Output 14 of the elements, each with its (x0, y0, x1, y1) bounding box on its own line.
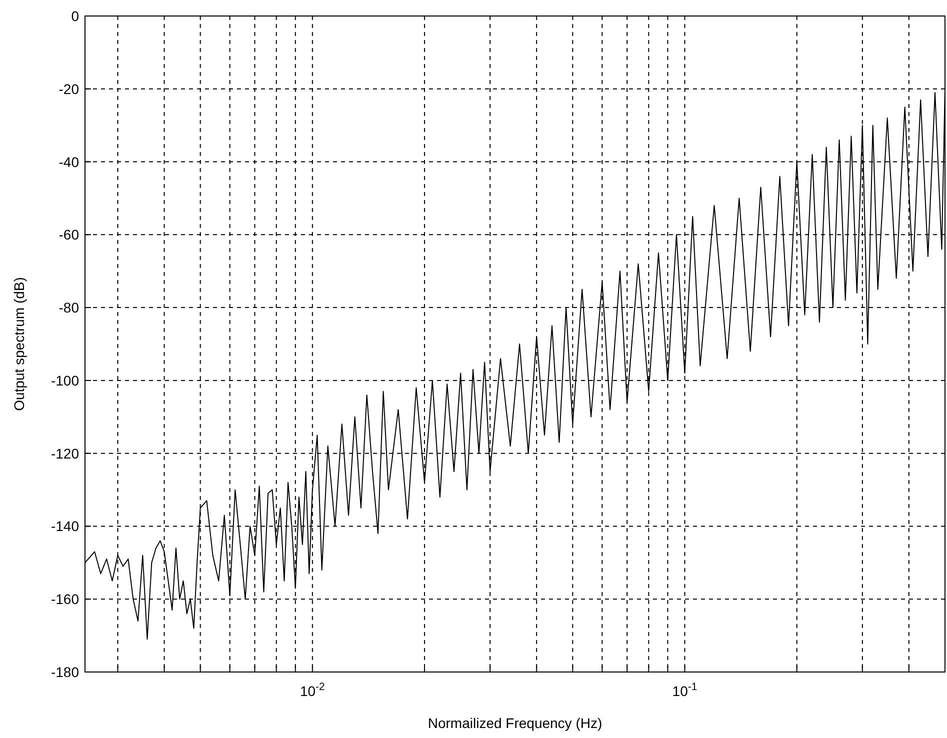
y-tick-label: -120 (50, 445, 80, 462)
y-axis-title: Output spectrum (dB) (11, 277, 27, 411)
y-tick-label: -80 (58, 300, 80, 316)
x-tick-label: 10$^{-2}$ (300, 681, 326, 699)
y-tick-label: -160 (50, 591, 80, 608)
y-tick-label: -20 (58, 80, 80, 97)
y-tick-label: -100 (50, 372, 80, 388)
x-tick-label: 10$^{-1}$ (672, 681, 698, 699)
y-tick-label: -60 (58, 226, 80, 243)
y-tick-label: -140 (50, 518, 80, 534)
y-tick-label: -180 (50, 664, 80, 680)
y-tick-label: -40 (58, 154, 80, 170)
y-tick-label: 0 (71, 8, 80, 24)
x-axis-title: Normailized Frequency (Hz) (428, 715, 602, 731)
